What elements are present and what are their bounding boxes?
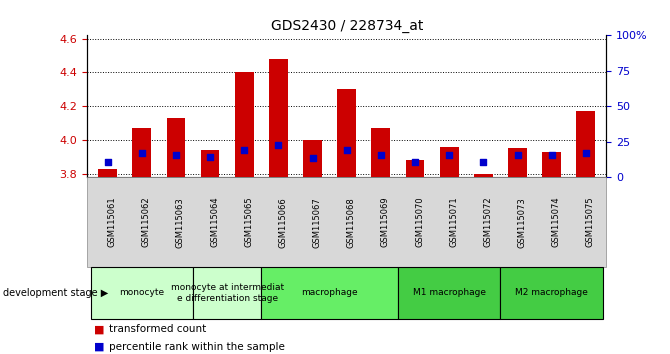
- Text: monocyte: monocyte: [119, 289, 164, 297]
- Text: GSM115068: GSM115068: [347, 197, 356, 247]
- Bar: [542, 152, 561, 177]
- Text: GSM115071: GSM115071: [449, 197, 458, 247]
- Bar: [167, 118, 186, 177]
- Point: [409, 159, 420, 165]
- Bar: [474, 173, 492, 177]
- Text: GSM115062: GSM115062: [142, 197, 151, 247]
- Text: GSM115066: GSM115066: [279, 197, 287, 247]
- Bar: [508, 148, 527, 177]
- Text: macrophage: macrophage: [302, 289, 358, 297]
- Point: [137, 150, 147, 156]
- Text: GSM115074: GSM115074: [551, 197, 561, 247]
- Bar: [440, 147, 458, 177]
- Bar: [371, 128, 391, 177]
- Text: GSM115072: GSM115072: [483, 197, 492, 247]
- Text: GSM115067: GSM115067: [313, 197, 322, 247]
- Title: GDS2430 / 228734_at: GDS2430 / 228734_at: [271, 19, 423, 33]
- Bar: [235, 73, 254, 177]
- Point: [512, 152, 523, 158]
- Point: [580, 150, 591, 156]
- Text: percentile rank within the sample: percentile rank within the sample: [109, 342, 285, 352]
- Point: [205, 154, 216, 160]
- Text: GSM115061: GSM115061: [108, 197, 117, 247]
- Text: GSM115069: GSM115069: [381, 197, 390, 247]
- Point: [308, 156, 318, 161]
- Bar: [576, 111, 595, 177]
- Bar: [269, 59, 288, 177]
- Text: ■: ■: [94, 342, 105, 352]
- Text: GSM115065: GSM115065: [245, 197, 253, 247]
- Text: GSM115064: GSM115064: [210, 197, 219, 247]
- Point: [103, 159, 113, 165]
- Point: [171, 152, 182, 158]
- Bar: [201, 150, 220, 177]
- Point: [478, 159, 488, 165]
- Point: [239, 147, 250, 153]
- Point: [444, 152, 454, 158]
- Text: transformed count: transformed count: [109, 324, 206, 334]
- Text: M2 macrophage: M2 macrophage: [515, 289, 588, 297]
- Text: GSM115070: GSM115070: [415, 197, 424, 247]
- Bar: [405, 160, 424, 177]
- Point: [342, 147, 352, 153]
- Text: GSM115075: GSM115075: [586, 197, 595, 247]
- Text: monocyte at intermediat
e differentiation stage: monocyte at intermediat e differentiatio…: [171, 283, 283, 303]
- Text: development stage ▶: development stage ▶: [3, 288, 109, 298]
- Bar: [337, 89, 356, 177]
- Bar: [98, 169, 117, 177]
- Bar: [133, 128, 151, 177]
- Point: [546, 152, 557, 158]
- Text: GSM115073: GSM115073: [517, 197, 527, 247]
- Text: M1 macrophage: M1 macrophage: [413, 289, 486, 297]
- Bar: [303, 140, 322, 177]
- Point: [375, 152, 386, 158]
- Text: ■: ■: [94, 324, 105, 334]
- Point: [273, 142, 284, 148]
- Text: GSM115063: GSM115063: [176, 197, 185, 247]
